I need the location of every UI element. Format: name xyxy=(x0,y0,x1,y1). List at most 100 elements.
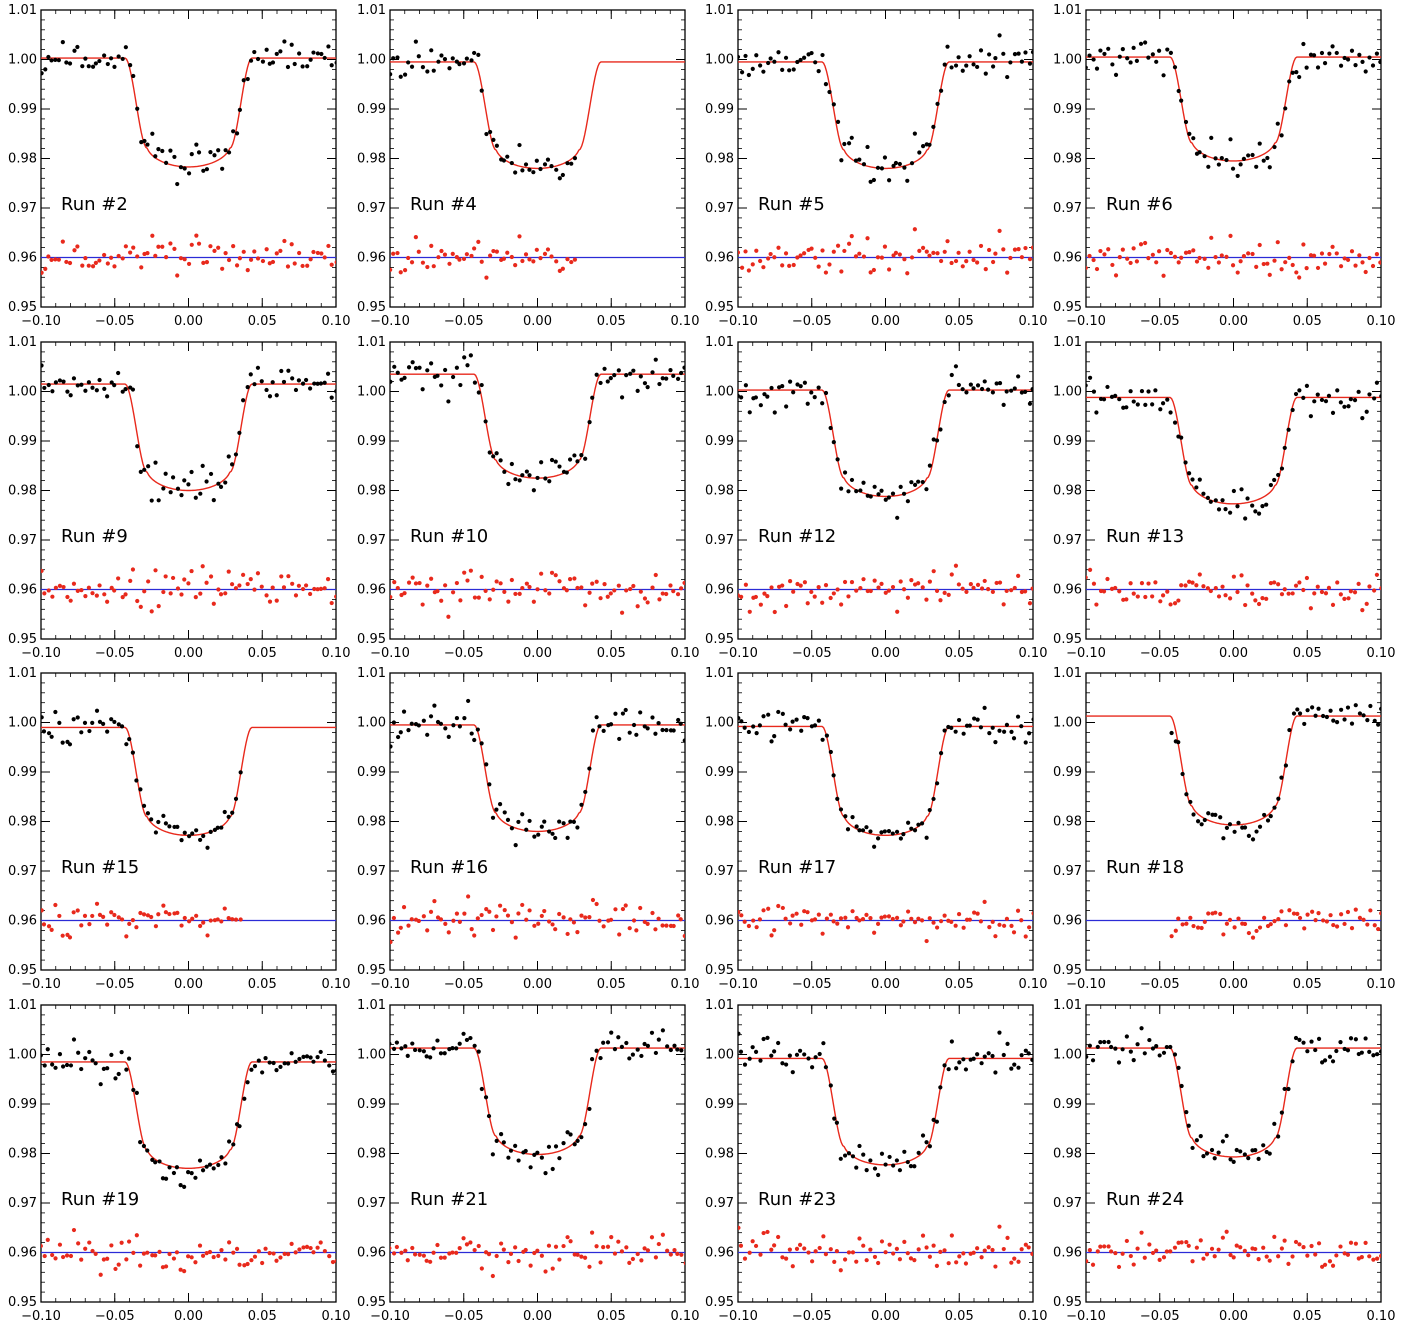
residual-point xyxy=(490,927,496,933)
x-tick-label: 0.10 xyxy=(322,646,351,661)
run-label: Run #4 xyxy=(410,194,477,215)
data-point xyxy=(628,371,633,376)
data-point xyxy=(416,54,421,59)
residual-point xyxy=(465,578,470,583)
residual-point xyxy=(660,591,665,596)
residual-point xyxy=(163,574,168,579)
residual-point xyxy=(1216,260,1221,265)
data-point xyxy=(620,711,626,716)
residual-point xyxy=(612,588,617,593)
residual-point xyxy=(398,270,403,275)
y-tick-label: 0.99 xyxy=(357,1097,386,1112)
data-point xyxy=(494,807,499,812)
data-point xyxy=(1246,1156,1251,1161)
residual-point xyxy=(1172,1245,1178,1250)
residual-point xyxy=(879,581,884,587)
y-tick-label: 0.99 xyxy=(1053,765,1082,780)
residual-point xyxy=(274,598,279,603)
run-label: Run #5 xyxy=(758,194,825,215)
run-label: Run #19 xyxy=(61,1189,139,1210)
data-point xyxy=(245,1080,250,1085)
model-curve xyxy=(41,726,336,837)
data-point xyxy=(226,454,231,459)
data-point xyxy=(1320,713,1326,719)
y-tick-label: 1.01 xyxy=(705,998,734,1013)
data-point xyxy=(1012,52,1018,57)
x-tick-label: 0.05 xyxy=(248,1309,277,1324)
data-point xyxy=(71,717,76,722)
residual-point xyxy=(982,899,987,904)
residual-point xyxy=(934,588,940,593)
residual-point xyxy=(865,236,870,241)
residual-point xyxy=(839,602,844,607)
residual-point xyxy=(1236,916,1241,921)
x-tick-label: 0.00 xyxy=(871,1309,900,1324)
data-point xyxy=(1220,498,1225,503)
data-point xyxy=(390,72,393,77)
residual-point xyxy=(1218,911,1223,917)
residual-point xyxy=(897,1257,903,1262)
residual-point xyxy=(1228,233,1233,239)
y-tick-label: 0.97 xyxy=(705,1196,734,1211)
residual-point xyxy=(1372,588,1377,593)
residual-point xyxy=(278,248,283,253)
residual-point xyxy=(1268,922,1273,927)
data-point xyxy=(1016,374,1021,379)
data-point xyxy=(200,463,205,468)
x-tick-label: 0.10 xyxy=(671,646,700,661)
data-point xyxy=(1339,707,1344,712)
data-point xyxy=(171,1170,177,1176)
data-point xyxy=(1294,70,1299,75)
data-point xyxy=(738,54,741,60)
panel-run: −0.10 −0.05 0.00 0.05 0.100.950.960.970.980.… xyxy=(705,666,1047,992)
residual-point xyxy=(906,909,911,914)
data-point xyxy=(598,380,603,386)
y-tick-label: 0.96 xyxy=(705,251,734,266)
data-point xyxy=(527,818,532,824)
data-point xyxy=(1030,386,1033,392)
data-point xyxy=(211,1166,216,1171)
data-point xyxy=(1221,836,1226,841)
residual-point xyxy=(772,928,777,933)
data-point xyxy=(1138,41,1144,46)
data-point xyxy=(242,1096,247,1101)
residual-point xyxy=(1232,925,1237,930)
residual-point xyxy=(868,1247,873,1252)
data-point xyxy=(583,456,588,461)
data-point xyxy=(90,64,96,69)
data-point xyxy=(942,728,947,733)
y-tick-label: 0.98 xyxy=(357,1147,386,1162)
residual-point xyxy=(619,1249,624,1254)
residual-point xyxy=(49,927,54,932)
residual-point xyxy=(531,599,536,604)
data-point xyxy=(1357,52,1362,57)
residual-point xyxy=(300,263,305,269)
residual-point xyxy=(882,914,887,919)
data-point xyxy=(1223,507,1228,512)
residual-point xyxy=(439,598,444,603)
data-point xyxy=(457,724,462,729)
data-point xyxy=(1009,1066,1014,1071)
residual-point xyxy=(76,1241,81,1246)
residual-point xyxy=(468,568,473,573)
residual-point xyxy=(391,915,396,921)
data-point xyxy=(528,1165,533,1170)
data-point xyxy=(1194,1138,1199,1143)
data-point xyxy=(1150,1046,1156,1051)
residual-point xyxy=(1342,256,1347,261)
residual-point xyxy=(993,1264,998,1269)
residual-point xyxy=(101,914,106,920)
residual-point xyxy=(222,906,227,911)
data-point xyxy=(868,829,873,834)
data-point xyxy=(42,1063,47,1068)
data-point xyxy=(1139,388,1145,394)
data-point xyxy=(484,131,489,137)
residual-point xyxy=(274,1258,279,1263)
data-point xyxy=(1293,1035,1299,1041)
residual-point xyxy=(1264,1254,1269,1259)
data-point xyxy=(406,60,411,65)
residual-point xyxy=(549,570,555,575)
data-point xyxy=(127,737,132,742)
y-tick-label: 0.99 xyxy=(8,1097,37,1112)
residual-point xyxy=(583,603,588,608)
